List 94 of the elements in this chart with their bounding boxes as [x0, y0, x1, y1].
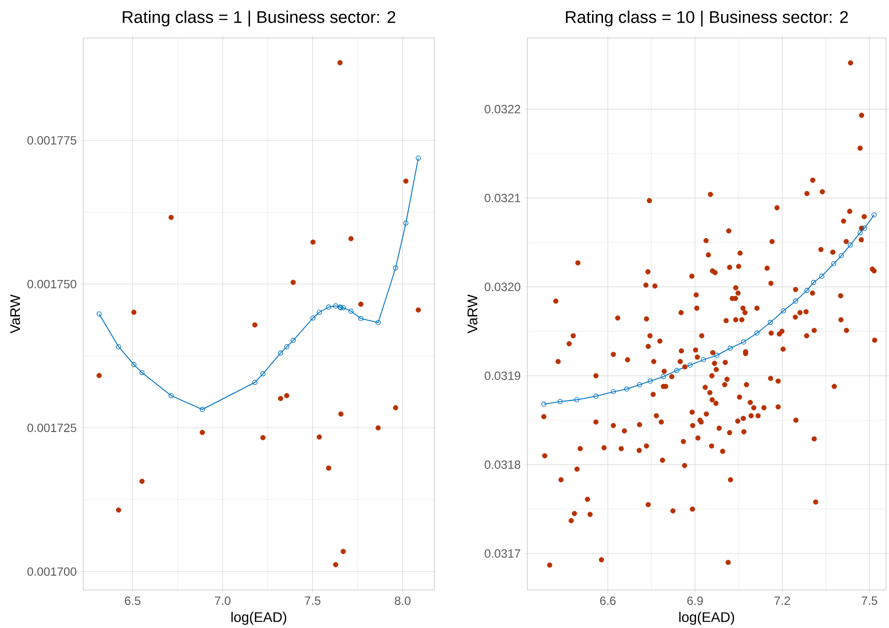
point — [768, 320, 773, 325]
point — [326, 304, 332, 310]
point — [139, 478, 145, 484]
point — [714, 352, 720, 358]
point — [340, 305, 346, 310]
point — [793, 298, 798, 304]
point — [168, 393, 174, 398]
point — [316, 434, 322, 440]
point — [252, 322, 258, 328]
point — [804, 288, 810, 293]
point — [624, 386, 630, 392]
point — [754, 330, 760, 336]
point — [780, 308, 786, 314]
point — [858, 230, 863, 236]
point — [862, 226, 868, 231]
point — [168, 214, 174, 220]
point — [278, 350, 284, 356]
x-tick-label: 7.5 — [862, 596, 878, 605]
x-tick-label: 7.5 — [304, 596, 320, 605]
point — [358, 302, 364, 307]
point — [838, 253, 844, 258]
x-axis-title: log(EAD) — [679, 612, 734, 625]
y-tick-label: 0.001700 — [27, 567, 76, 576]
point — [636, 382, 642, 388]
x-tick-label: 8.0 — [394, 596, 410, 605]
point — [819, 274, 824, 279]
point — [131, 310, 136, 315]
y-axis-title: VaRW — [10, 294, 20, 334]
point — [290, 338, 296, 343]
point — [610, 389, 616, 394]
y-tick-label: 0.0318 — [484, 460, 520, 469]
y-tick-label: 0.0319 — [484, 372, 520, 380]
point — [337, 60, 343, 66]
point — [416, 307, 421, 313]
x-tick-label: 6.5 — [124, 596, 140, 605]
point — [326, 465, 332, 471]
x-tick-label: 6.6 — [600, 596, 616, 605]
point — [310, 240, 316, 245]
point — [393, 405, 398, 410]
point — [139, 370, 145, 376]
point — [660, 374, 666, 380]
point — [252, 380, 258, 385]
point — [403, 178, 408, 184]
y-tick-label: 0.0317 — [484, 549, 520, 558]
point — [393, 265, 398, 271]
point — [558, 398, 563, 404]
y-tick-label: 0.001725 — [27, 424, 76, 432]
point — [338, 411, 344, 417]
x-tick-label: 6.9 — [687, 596, 703, 605]
point — [200, 406, 205, 412]
point — [741, 339, 746, 345]
point — [316, 310, 322, 315]
x-tick-label: 7.2 — [774, 596, 790, 605]
point — [348, 236, 354, 242]
point — [376, 425, 381, 430]
chart-title: Rating class = 1 | Business sector: 2 — [122, 10, 396, 26]
point — [116, 507, 122, 513]
y-tick-label: 0.0322 — [484, 104, 520, 114]
point — [848, 242, 853, 248]
point — [358, 316, 364, 322]
point — [811, 280, 816, 285]
point — [376, 320, 381, 326]
y-axis-title: VaRW — [468, 294, 478, 334]
point — [310, 315, 316, 321]
point — [260, 435, 266, 440]
point — [648, 378, 653, 384]
point — [278, 396, 284, 402]
y-tick-label: 0.0321 — [484, 194, 520, 202]
y-tick-label: 0.001750 — [27, 280, 76, 288]
point — [131, 362, 136, 368]
point — [831, 261, 836, 266]
point — [116, 344, 122, 350]
point — [574, 397, 580, 402]
point — [688, 362, 693, 368]
point — [290, 280, 296, 285]
point — [700, 357, 706, 362]
point — [403, 220, 408, 226]
point — [348, 308, 354, 314]
y-tick-label: 0.001775 — [27, 136, 76, 145]
y-tick-label: 0.0320 — [484, 282, 520, 292]
point — [96, 372, 102, 378]
point — [674, 368, 680, 373]
point — [260, 371, 266, 376]
point — [284, 393, 290, 398]
point — [333, 562, 338, 568]
point — [593, 394, 598, 399]
point — [284, 344, 290, 350]
point — [728, 346, 733, 351]
chart-title: Rating class = 10 | Business sector: 2 — [566, 10, 848, 26]
point — [333, 303, 338, 308]
x-axis-title: log(EAD) — [231, 612, 286, 625]
point — [340, 548, 346, 554]
x-tick-label: 7.0 — [214, 596, 230, 605]
point — [200, 430, 205, 436]
